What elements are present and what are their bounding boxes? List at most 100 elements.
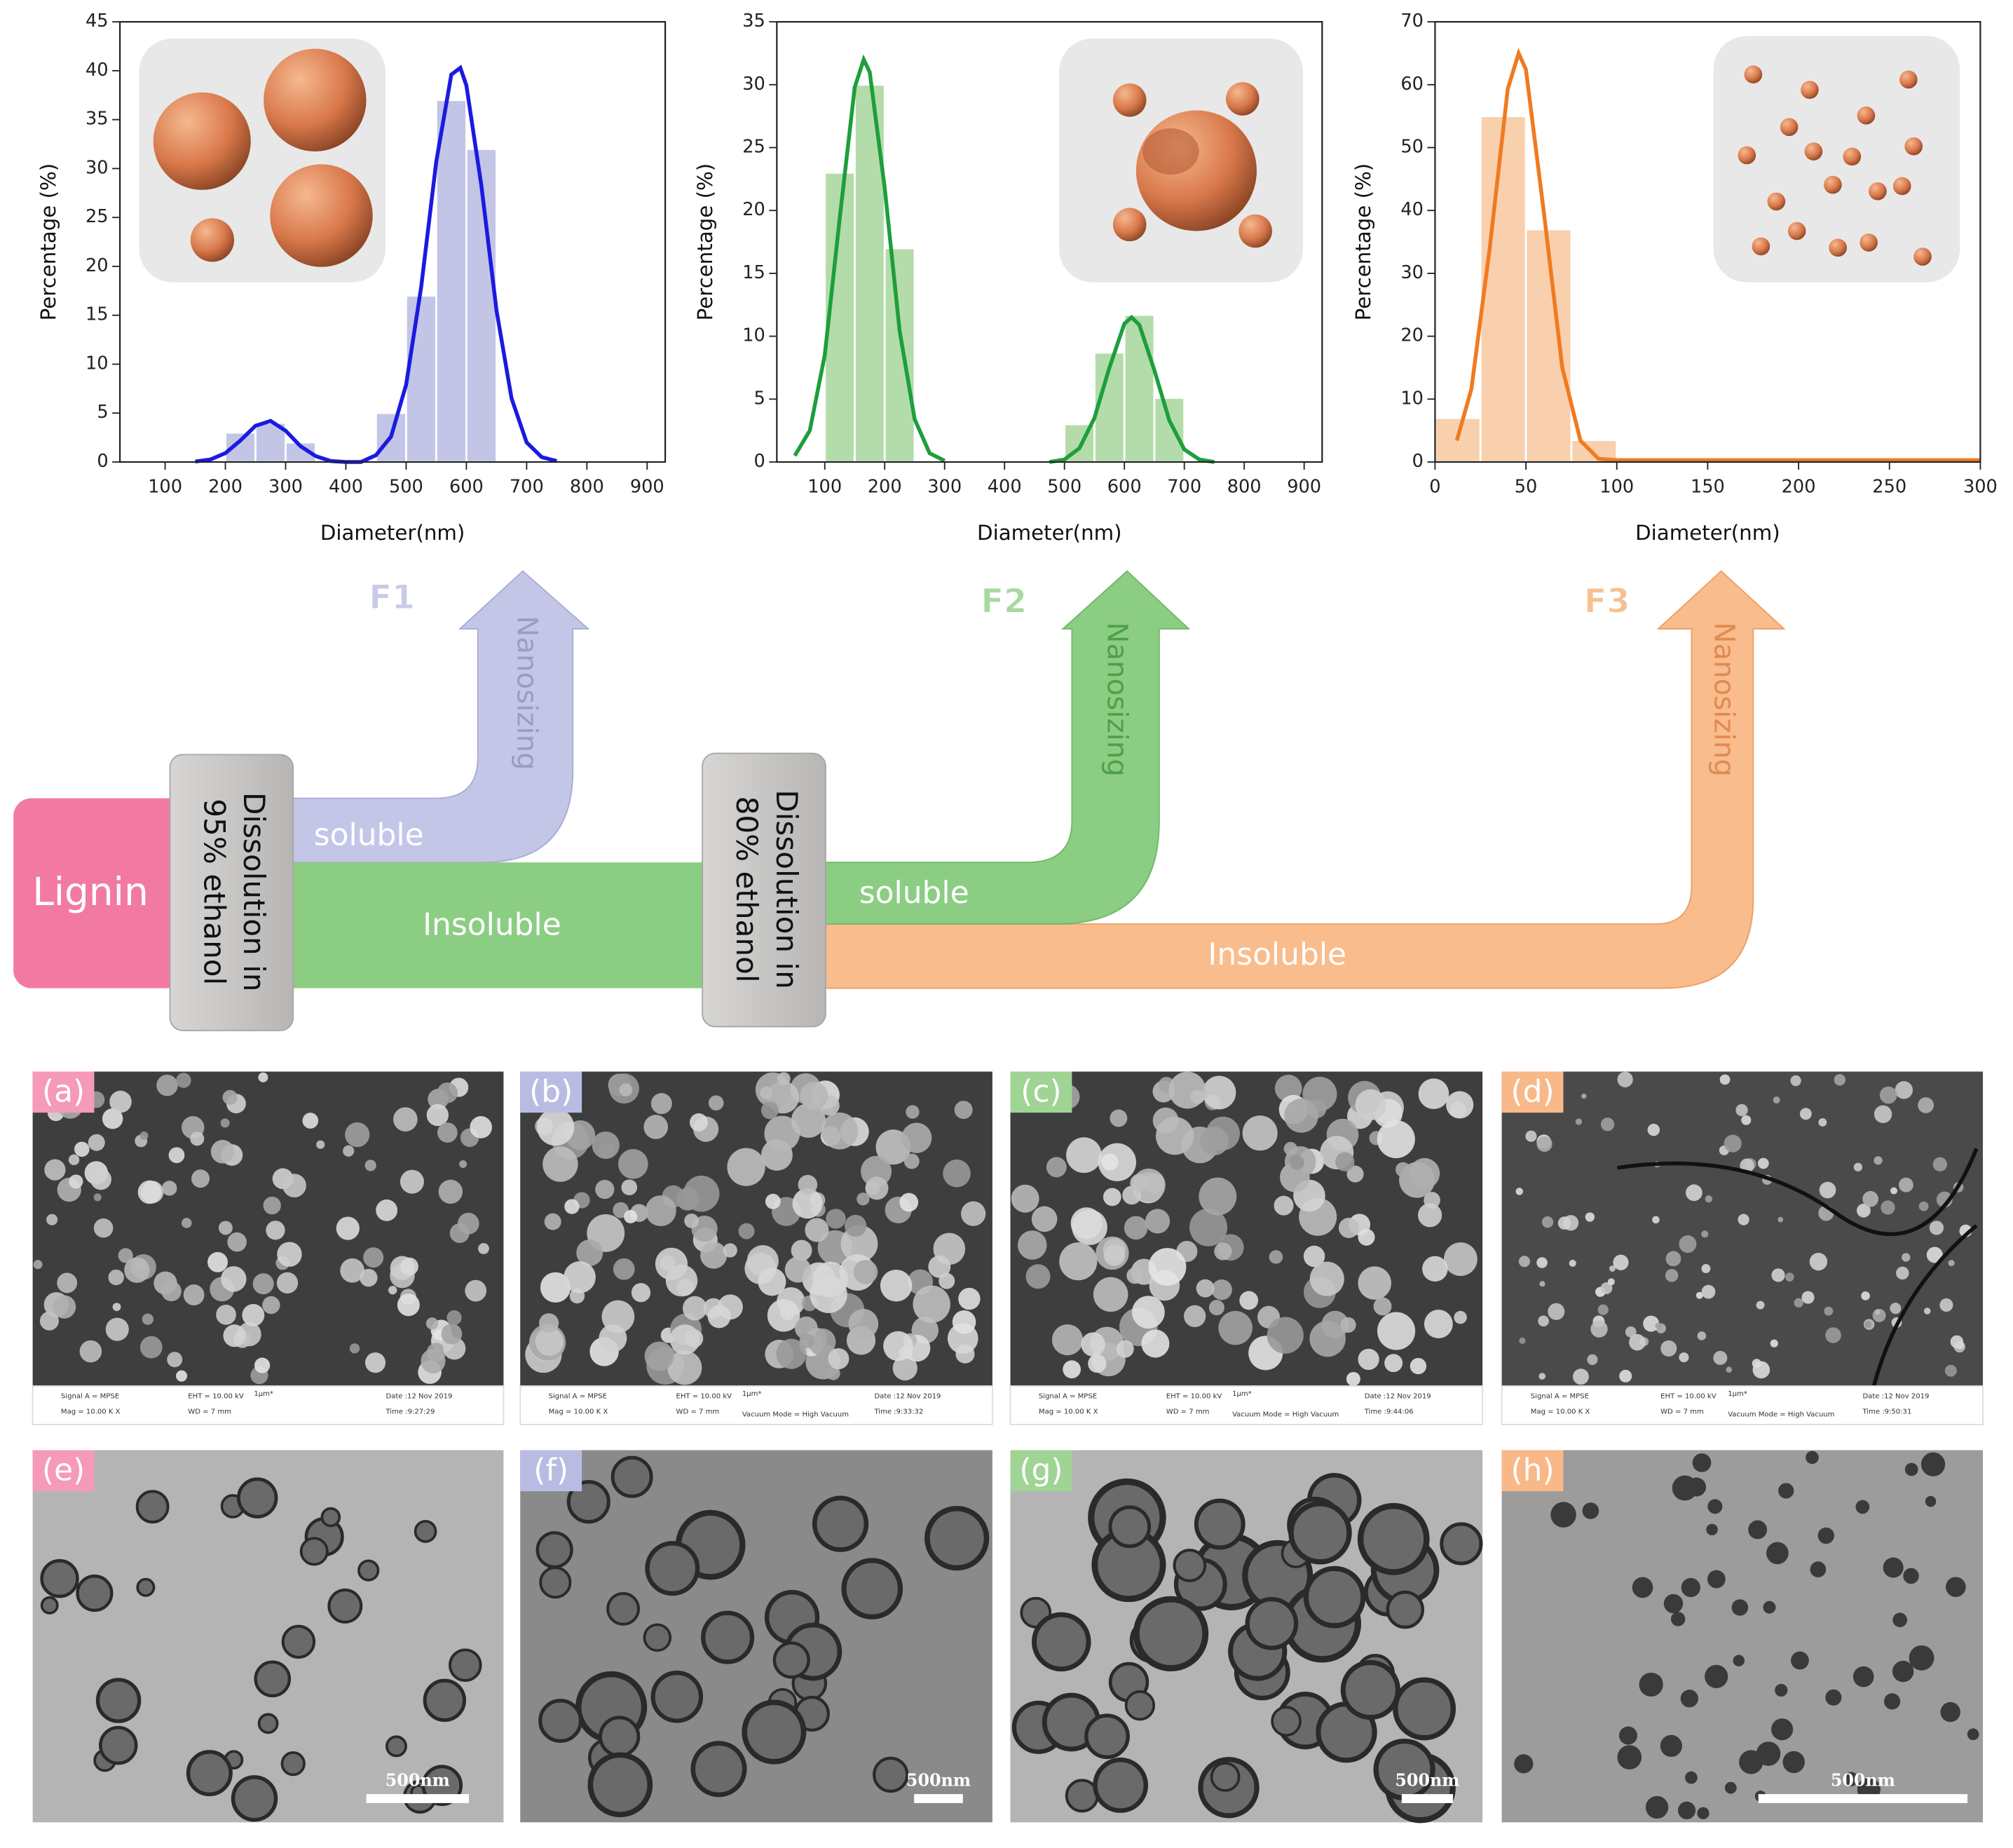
particle <box>1852 1666 1874 1687</box>
y-tick-label: 70 <box>1400 11 1424 32</box>
particle <box>124 1257 150 1283</box>
particle <box>1303 1565 1366 1629</box>
particle <box>1679 1352 1689 1363</box>
sem-info: EHT = 10.00 kV <box>1166 1393 1222 1401</box>
sem-info: EHT = 10.00 kV <box>188 1393 244 1401</box>
particle <box>1582 1502 1599 1519</box>
particle <box>437 1082 458 1103</box>
particle <box>1271 1706 1302 1737</box>
particle <box>1133 1596 1209 1672</box>
particle <box>414 1520 437 1543</box>
particle <box>1440 1522 1483 1565</box>
particle <box>861 1155 892 1187</box>
particle <box>1705 1664 1728 1689</box>
particle <box>1025 1264 1051 1289</box>
x-tick-label: 300 <box>1963 477 1998 498</box>
particle <box>1944 1364 1957 1377</box>
sem-info: Time :9:27:29 <box>385 1408 435 1416</box>
scale-bar <box>914 1794 963 1803</box>
particle <box>1940 1701 1960 1723</box>
x-tick-label: 400 <box>329 477 363 498</box>
particle <box>1575 1118 1583 1125</box>
particle <box>1771 1268 1785 1282</box>
x-tick-label: 800 <box>1227 477 1262 498</box>
particle <box>1726 1366 1733 1373</box>
x-tick-label: 700 <box>1167 477 1201 498</box>
scale-bar <box>1758 1794 1968 1803</box>
particle <box>1525 1130 1537 1142</box>
particle <box>1269 1250 1283 1264</box>
particle <box>69 1174 83 1189</box>
particle <box>1208 1300 1224 1316</box>
particle <box>135 1490 170 1524</box>
particle <box>1923 1307 1931 1314</box>
scale-bar <box>366 1794 469 1803</box>
particle <box>928 1255 951 1278</box>
sem-info: Vacuum Mode = High Vacuum <box>1728 1411 1834 1418</box>
particle <box>79 1340 102 1363</box>
particle <box>765 1193 781 1209</box>
particle <box>1396 1162 1411 1177</box>
particle <box>1932 1157 1947 1171</box>
particle <box>826 1366 840 1380</box>
particle <box>1707 1499 1723 1514</box>
panel-label: (g) <box>1019 1453 1063 1488</box>
particle <box>535 1531 573 1569</box>
particle <box>1155 1117 1194 1155</box>
particle <box>1088 1354 1107 1373</box>
particle <box>263 1196 281 1215</box>
particle <box>1672 1475 1698 1501</box>
particle <box>1707 1570 1726 1589</box>
particle <box>90 1169 112 1190</box>
particle <box>210 1139 235 1164</box>
tem-panel: 500nm (f) <box>520 1450 992 1823</box>
particle <box>767 1299 800 1332</box>
fit-curve <box>195 64 558 464</box>
particle <box>1148 1248 1187 1286</box>
particle <box>1819 1181 1836 1199</box>
particle <box>1239 1291 1259 1310</box>
x-tick-label: 700 <box>510 477 544 498</box>
x-tick-label: 900 <box>1287 477 1321 498</box>
panel-label: (d) <box>1510 1074 1554 1110</box>
particle <box>1539 1281 1545 1287</box>
step2-line1: Dissolution in <box>770 789 804 988</box>
particle <box>186 1750 233 1797</box>
particle <box>1773 1096 1780 1104</box>
particle <box>544 1213 561 1230</box>
arrow-label: Nanosizing <box>511 616 543 770</box>
particle <box>1801 1291 1815 1304</box>
x-tick-label: 200 <box>868 477 902 498</box>
fit-curve <box>1454 48 1981 463</box>
particle <box>1116 1340 1134 1358</box>
particle <box>277 1242 302 1267</box>
particle <box>1733 1655 1745 1666</box>
particle <box>613 1258 635 1280</box>
particle <box>1126 1267 1143 1284</box>
particle <box>336 1216 360 1240</box>
particle <box>880 1270 913 1302</box>
particle <box>645 1195 676 1227</box>
sem-info: 1μm* <box>742 1390 762 1398</box>
particle <box>1303 1245 1325 1268</box>
particle <box>1309 1261 1344 1296</box>
particle <box>1692 1453 1712 1472</box>
particle <box>1629 1333 1646 1351</box>
x-tick-label: 200 <box>1782 477 1816 498</box>
particle <box>1903 1568 1919 1584</box>
histogram-bar <box>405 294 437 463</box>
particle <box>643 1115 669 1139</box>
particle <box>794 1316 818 1340</box>
particle <box>1557 1216 1571 1230</box>
particle <box>276 1272 299 1294</box>
particle <box>624 1209 638 1223</box>
particle <box>222 1089 238 1105</box>
particle <box>1358 1228 1375 1246</box>
particle <box>220 1118 230 1128</box>
sem-info: Signal A = MPSE <box>1531 1393 1589 1401</box>
particle <box>1834 1074 1846 1086</box>
particle <box>1874 1156 1883 1165</box>
sem-info: Date :12 Nov 2019 <box>874 1393 941 1401</box>
particle <box>1199 1126 1229 1156</box>
particle <box>1218 1310 1253 1345</box>
